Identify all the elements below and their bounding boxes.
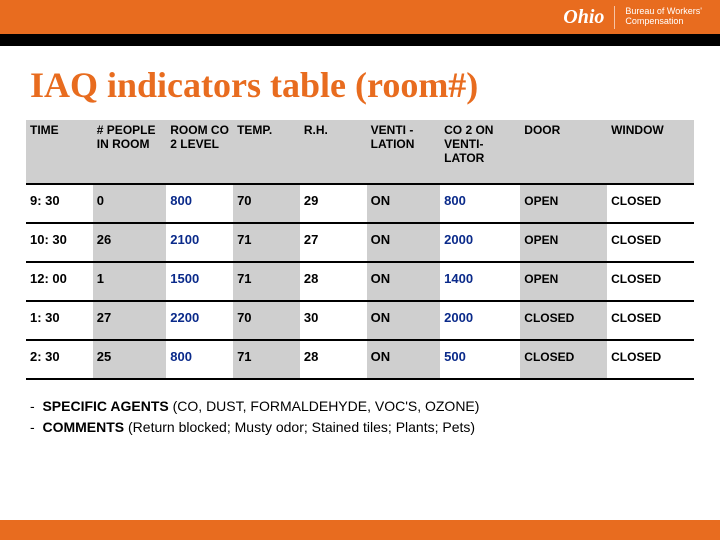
cell-temp: 70	[233, 184, 300, 223]
notes-line1: - SPECIFIC AGENTS (CO, DUST, FORMALDEHYD…	[30, 396, 690, 417]
cell-rh: 29	[300, 184, 367, 223]
notes-line1-lead: SPECIFIC AGENTS	[42, 398, 168, 414]
cell-vent: ON	[367, 262, 440, 301]
notes-line2-lead: COMMENTS	[42, 419, 124, 435]
column-header: CO 2 ON VENTI- LATOR	[440, 120, 520, 184]
cell-people: 25	[93, 340, 166, 379]
cell-people: 0	[93, 184, 166, 223]
cell-co2v: 2000	[440, 301, 520, 340]
table-row: 1: 302722007030ON2000CLOSEDCLOSED	[26, 301, 694, 340]
cell-people: 1	[93, 262, 166, 301]
page-title: IAQ indicators table (room#)	[0, 46, 720, 120]
cell-time: 9: 30	[26, 184, 93, 223]
cell-vent: ON	[367, 301, 440, 340]
cell-time: 2: 30	[26, 340, 93, 379]
cell-co2v: 500	[440, 340, 520, 379]
cell-door: OPEN	[520, 223, 607, 262]
cell-window: CLOSED	[607, 223, 694, 262]
table-header-row: TIME# PEOPLE IN ROOMROOM CO 2 LEVELTEMP.…	[26, 120, 694, 184]
notes: - SPECIFIC AGENTS (CO, DUST, FORMALDEHYD…	[0, 380, 720, 454]
cell-people: 27	[93, 301, 166, 340]
cell-temp: 70	[233, 301, 300, 340]
cell-temp: 71	[233, 262, 300, 301]
cell-time: 12: 00	[26, 262, 93, 301]
column-header: # PEOPLE IN ROOM	[93, 120, 166, 184]
cell-vent: ON	[367, 340, 440, 379]
cell-rh: 28	[300, 262, 367, 301]
iaq-table: TIME# PEOPLE IN ROOMROOM CO 2 LEVELTEMP.…	[26, 120, 694, 380]
cell-rh: 27	[300, 223, 367, 262]
iaq-table-wrap: TIME# PEOPLE IN ROOMROOM CO 2 LEVELTEMP.…	[0, 120, 720, 380]
cell-time: 10: 30	[26, 223, 93, 262]
ohio-logo: Ohio	[563, 6, 615, 29]
cell-door: OPEN	[520, 184, 607, 223]
cell-door: OPEN	[520, 262, 607, 301]
notes-line1-rest: (CO, DUST, FORMALDEHYDE, VOC'S, OZONE)	[169, 398, 480, 414]
notes-line2: - COMMENTS (Return blocked; Musty odor; …	[30, 417, 690, 438]
cell-vent: ON	[367, 223, 440, 262]
cell-co2: 2200	[166, 301, 233, 340]
bwc-line2: Compensation	[625, 17, 702, 27]
cell-rh: 28	[300, 340, 367, 379]
cell-people: 26	[93, 223, 166, 262]
bottom-bar	[0, 520, 720, 540]
cell-co2v: 800	[440, 184, 520, 223]
bwc-label: Bureau of Workers' Compensation	[615, 7, 702, 27]
column-header: DOOR	[520, 120, 607, 184]
cell-door: CLOSED	[520, 301, 607, 340]
column-header: TEMP.	[233, 120, 300, 184]
cell-co2: 2100	[166, 223, 233, 262]
cell-rh: 30	[300, 301, 367, 340]
cell-window: CLOSED	[607, 301, 694, 340]
notes-line2-rest: (Return blocked; Musty odor; Stained til…	[124, 419, 475, 435]
black-strip	[0, 34, 720, 46]
cell-time: 1: 30	[26, 301, 93, 340]
table-row: 9: 3008007029ON800OPENCLOSED	[26, 184, 694, 223]
column-header: ROOM CO 2 LEVEL	[166, 120, 233, 184]
cell-window: CLOSED	[607, 184, 694, 223]
column-header: R.H.	[300, 120, 367, 184]
cell-temp: 71	[233, 340, 300, 379]
cell-window: CLOSED	[607, 340, 694, 379]
cell-temp: 71	[233, 223, 300, 262]
cell-co2v: 2000	[440, 223, 520, 262]
top-bar: Ohio Bureau of Workers' Compensation	[0, 0, 720, 34]
table-row: 2: 30258007128ON500CLOSEDCLOSED	[26, 340, 694, 379]
cell-co2: 800	[166, 184, 233, 223]
cell-co2: 800	[166, 340, 233, 379]
column-header: VENTI - LATION	[367, 120, 440, 184]
cell-vent: ON	[367, 184, 440, 223]
cell-door: CLOSED	[520, 340, 607, 379]
cell-co2: 1500	[166, 262, 233, 301]
cell-window: CLOSED	[607, 262, 694, 301]
table-row: 10: 302621007127ON2000OPENCLOSED	[26, 223, 694, 262]
column-header: TIME	[26, 120, 93, 184]
table-row: 12: 00115007128ON1400OPENCLOSED	[26, 262, 694, 301]
cell-co2v: 1400	[440, 262, 520, 301]
column-header: WINDOW	[607, 120, 694, 184]
